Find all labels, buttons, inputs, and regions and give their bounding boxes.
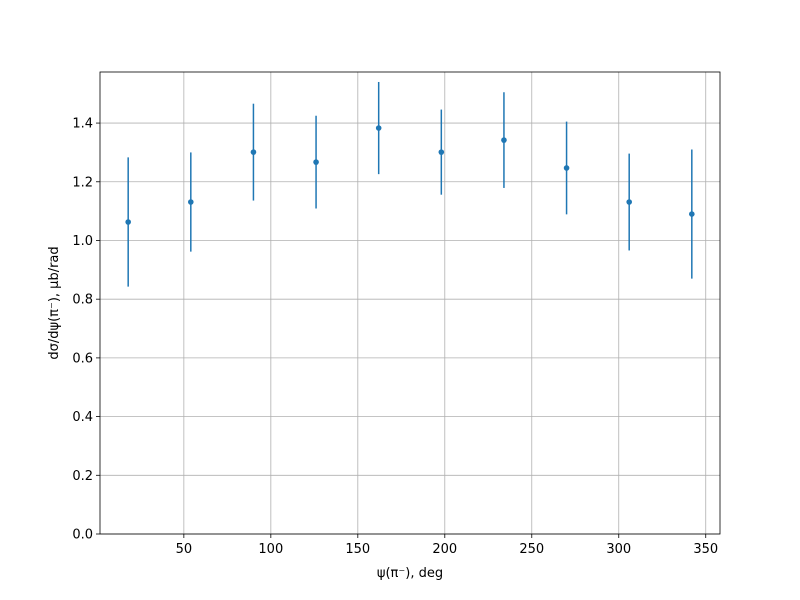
- data-point: [313, 159, 319, 165]
- plot-frame: [99, 71, 721, 535]
- x-tick-label: 50: [176, 542, 193, 557]
- x-tick-label: 250: [519, 542, 544, 557]
- y-tick-label: 0.0: [72, 528, 93, 543]
- data-point: [375, 125, 382, 131]
- data-point: [188, 199, 194, 205]
- data-point: [501, 137, 507, 143]
- data-point: [626, 199, 632, 205]
- x-tick-label: 300: [606, 542, 631, 557]
- y-tick-label: 0.8: [72, 293, 93, 308]
- y-tick-label: 0.6: [72, 351, 93, 366]
- y-tick-label: 1.2: [72, 175, 93, 190]
- x-tick-label: 150: [345, 542, 370, 557]
- y-tick-label: 1.0: [72, 234, 93, 249]
- data-point: [689, 211, 695, 217]
- y-axis-label: dσ/dψ(π⁻), μb/rad: [47, 246, 62, 359]
- data-point: [250, 149, 257, 155]
- data-point: [563, 165, 570, 171]
- x-tick-label: 350: [693, 542, 718, 557]
- x-tick-label: 200: [432, 542, 457, 557]
- x-tick-label: 100: [258, 542, 283, 557]
- y-tick-label: 1.4: [72, 117, 93, 132]
- data-point: [438, 149, 445, 155]
- data-point: [125, 219, 131, 225]
- y-tick-label: 0.4: [72, 410, 93, 425]
- y-tick-label: 0.2: [72, 469, 93, 484]
- x-axis-label: ψ(π⁻), deg: [377, 566, 443, 581]
